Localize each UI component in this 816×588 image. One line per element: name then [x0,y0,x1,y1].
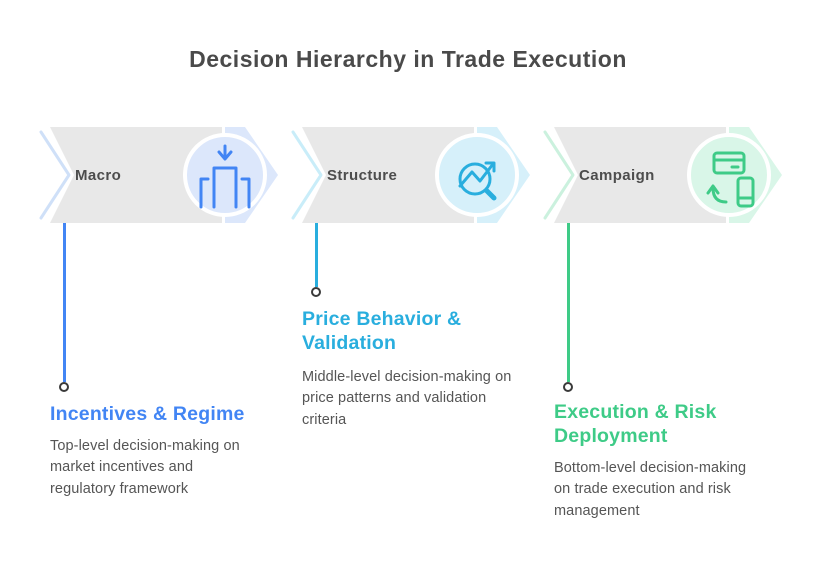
stage-item-structure: Structure Price Behavior & Validation Mi… [290,127,542,537]
chevron-outline [291,130,323,220]
chevron-outline [39,130,71,220]
chevron-shape [291,127,530,223]
connector-line [567,223,570,382]
connector-line [63,223,66,382]
chevron-body [302,127,474,223]
connector-line [315,223,318,287]
level-heading: Execution & Risk Deployment [554,401,717,447]
podium-down-arrow-icon [199,144,251,209]
stage-label-structure: Structure [327,166,398,184]
stage-item-macro: Macro Incentives & Regime Top-level deci… [38,127,290,537]
chevron-shape [39,127,278,223]
connector-marker [59,382,69,392]
level-description: Middle-level decision-making on price pa… [302,369,512,428]
chart-magnifier-icon [458,161,497,201]
chevron-body [50,127,222,223]
diagram-title: Decision Hierarchy in Trade Execution [189,46,627,72]
chevron-outline [543,130,575,220]
stage-icon-circle [687,133,771,217]
stage-item-campaign: Campaign Execution & Risk Deployment Bot… [542,127,794,537]
level-heading: Incentives & Regime [50,403,245,425]
connector-marker [311,287,321,297]
stage-icon-circle [183,133,267,217]
connector-marker [563,382,573,392]
chevron-shape [543,127,782,223]
card-phone-sync-icon [706,151,755,208]
stage-label-macro: Macro [75,166,122,184]
chevron-body [554,127,726,223]
stage-label-campaign: Campaign [579,166,655,184]
level-description: Top-level decision-making on market ince… [50,438,240,497]
level-heading: Price Behavior & Validation [302,308,462,354]
level-description: Bottom-level decision-making on trade ex… [554,460,747,519]
stage-icon-circle [435,133,519,217]
